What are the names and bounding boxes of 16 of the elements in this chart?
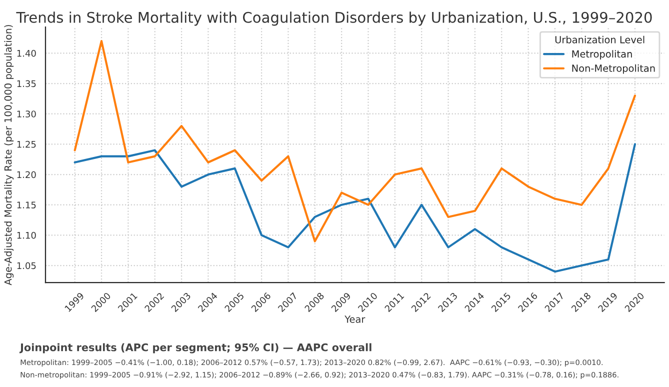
line-series [74,143,636,273]
x-axis-title: Year [344,316,366,323]
y-tick-label: 1.20 [17,171,36,178]
y-tick-label: 1.40 [17,50,36,57]
legend-title: Urbanization Level [555,36,644,44]
chart-title: Trends in Stroke Mortality with Coagulation Disorders by Urbanization, U.S., 1999–2020 [16,12,652,26]
legend-label: Metropolitan [572,50,632,60]
y-tick-label: 1.15 [17,202,36,208]
text: Joinpoint results (APC per segment; 95% CI) — AAPC overall [19,343,372,354]
y-tick-label: 1.10 [17,232,36,239]
y-tick-label: 1.05 [17,262,36,270]
y-tick-label: 1.35 [17,80,36,88]
y-axis-title: Age-Adjusted Mortality Rate (per 100,000 population) [4,25,14,286]
legend-label: Non-Metropolitan [572,64,655,74]
y-tick-label: 1.30 [17,110,36,118]
y-tick-label: 1.25 [17,140,36,148]
